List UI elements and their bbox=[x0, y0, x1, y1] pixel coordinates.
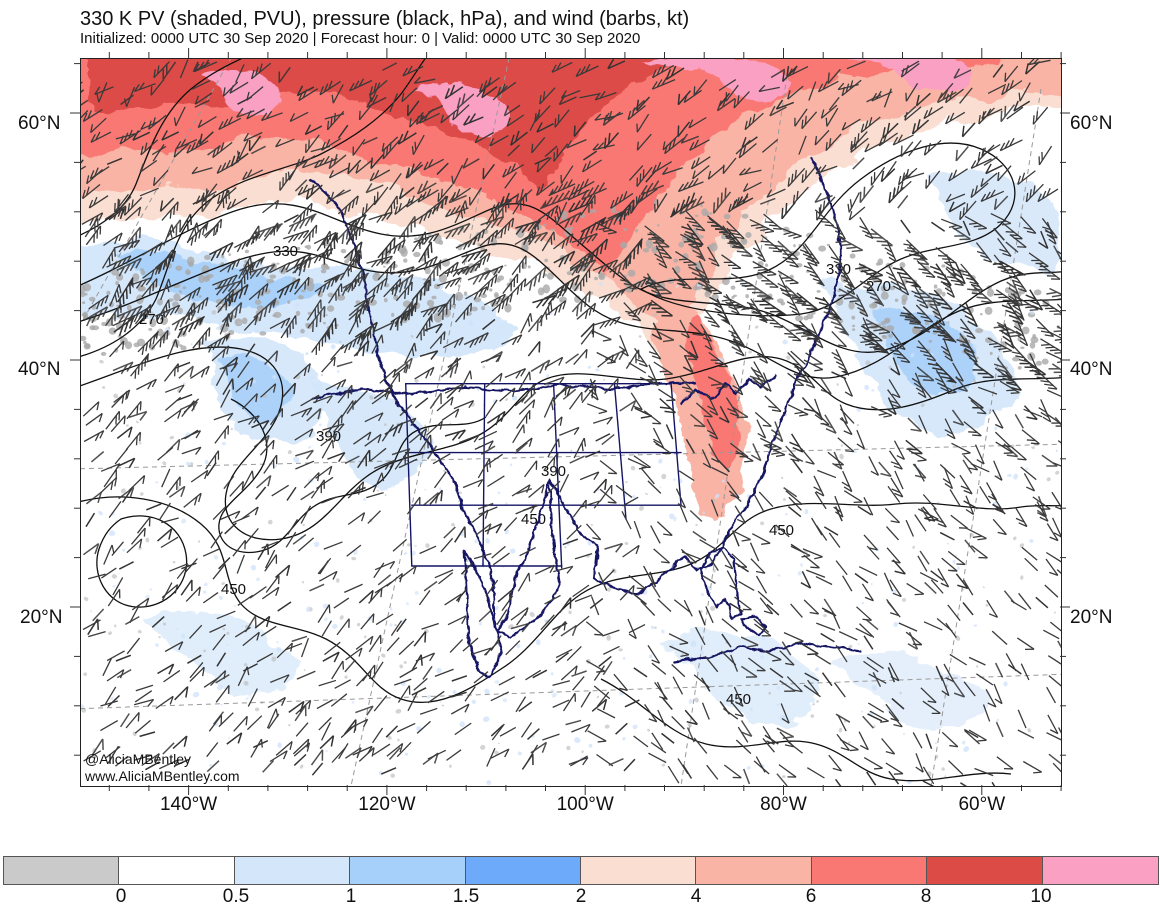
svg-text:330: 330 bbox=[273, 243, 298, 260]
svg-text:450: 450 bbox=[726, 691, 751, 708]
svg-text:390: 390 bbox=[316, 428, 341, 445]
svg-text:450: 450 bbox=[521, 511, 546, 528]
svg-text:450: 450 bbox=[221, 581, 246, 598]
